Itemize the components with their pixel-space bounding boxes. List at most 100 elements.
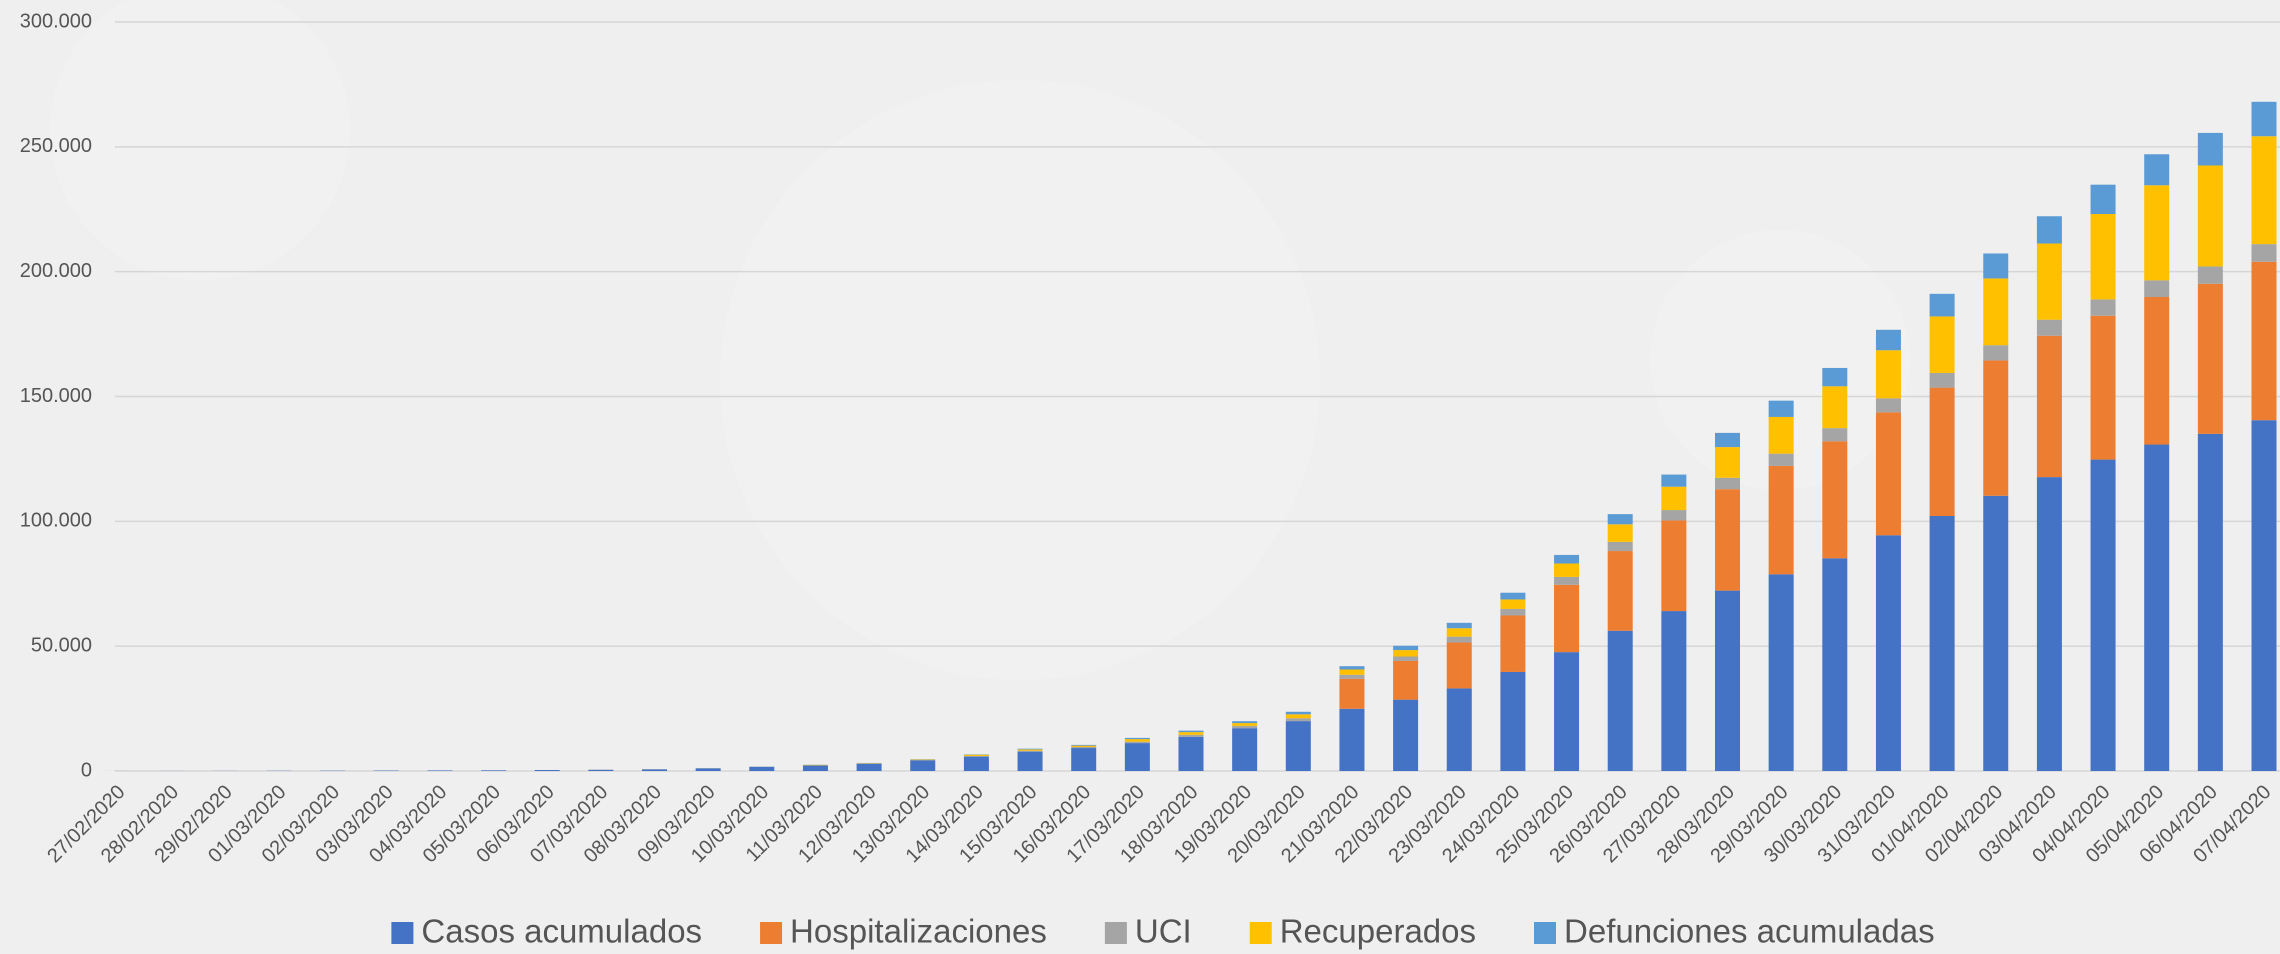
- legend-label: Casos acumulados: [421, 913, 702, 950]
- bar-segment: [2037, 216, 2062, 243]
- bar-segment: [481, 770, 506, 771]
- bar-segment: [1286, 712, 1311, 715]
- bar-segment: [1822, 558, 1847, 771]
- bar-segment: [1661, 487, 1686, 510]
- bar-segment: [1393, 646, 1418, 650]
- bar-segment: [857, 764, 882, 771]
- y-tick-label: 250.000: [20, 135, 92, 157]
- bar-segment: [1447, 643, 1472, 689]
- legend-label: Hospitalizaciones: [790, 913, 1047, 950]
- bar-segment: [2252, 136, 2277, 244]
- bar-segment: [1232, 728, 1257, 771]
- bar-segment: [1232, 723, 1257, 726]
- bar-segment: [1071, 748, 1096, 771]
- y-tick-label: 50.000: [31, 634, 92, 656]
- bar-segment: [1769, 466, 1794, 574]
- bar-segment: [588, 770, 613, 771]
- bar-segment: [2144, 297, 2169, 445]
- legend-swatch: [391, 922, 413, 944]
- bar-segment: [1339, 669, 1364, 674]
- legend-label: Recuperados: [1280, 913, 1476, 950]
- bar-segment: [1715, 489, 1740, 590]
- bar-segment: [1286, 721, 1311, 771]
- bar-segment: [803, 765, 828, 771]
- bar-segment: [749, 767, 774, 771]
- bar-segment: [1930, 388, 1955, 516]
- bar-segment: [1983, 345, 2008, 360]
- bar-segment: [1661, 520, 1686, 611]
- bar-segment: [2252, 262, 2277, 420]
- bar-segment: [427, 770, 452, 771]
- bar-segment: [1876, 350, 1901, 398]
- bar-segment: [2091, 460, 2116, 771]
- bar-segment: [1554, 577, 1579, 585]
- chart: 050.000100.000150.000200.000250.000300.0…: [0, 0, 2280, 954]
- bar-segment: [2252, 420, 2277, 771]
- bar-segment: [1608, 542, 1633, 551]
- bar-segment: [1769, 417, 1794, 454]
- bar-segment: [1339, 709, 1364, 771]
- bar-segment: [1769, 401, 1794, 417]
- bar-segment: [1447, 628, 1472, 636]
- bar-segment: [2144, 280, 2169, 297]
- bar-segment: [1125, 738, 1150, 739]
- y-tick-label: 0: [81, 759, 92, 781]
- bar-segment: [1608, 551, 1633, 631]
- bar-segment: [1500, 593, 1525, 600]
- bar-segment: [1393, 657, 1418, 661]
- legend: Casos acumulados Hospitalizaciones UCI Recu…: [391, 913, 1934, 950]
- bar-segment: [2198, 165, 2223, 266]
- bar-segment: [1393, 661, 1418, 700]
- bar-segment: [2198, 284, 2223, 434]
- bar-segment: [1125, 742, 1150, 743]
- bar-segment: [1608, 514, 1633, 524]
- bar-segment: [2091, 299, 2116, 315]
- bar-segment: [1983, 253, 2008, 278]
- bar-segment: [1769, 454, 1794, 466]
- bar-segment: [2198, 434, 2223, 771]
- bar-segment: [1125, 743, 1150, 771]
- legend-swatch: [1534, 922, 1556, 944]
- bar-segment: [1179, 731, 1204, 732]
- bar-segment: [910, 760, 935, 771]
- bar-segment: [1018, 749, 1043, 750]
- bar-segment: [1822, 441, 1847, 558]
- bar-segment: [1447, 637, 1472, 643]
- bar-segment: [1125, 739, 1150, 742]
- bar-segment: [964, 755, 989, 756]
- bar-segment: [696, 768, 721, 771]
- bar-segment: [1447, 688, 1472, 771]
- bar-segment: [1554, 652, 1579, 771]
- bar-segment: [1930, 373, 1955, 388]
- bar-segment: [2144, 185, 2169, 280]
- bar-segment: [1500, 609, 1525, 616]
- bar-segment: [1876, 398, 1901, 412]
- bar-segment: [1018, 752, 1043, 771]
- bar-segment: [1715, 478, 1740, 489]
- bar-segment: [1179, 732, 1204, 735]
- legend-swatch: [1105, 922, 1127, 944]
- legend-swatch: [760, 922, 782, 944]
- legend-label: UCI: [1135, 913, 1192, 950]
- bar-segment: [2037, 336, 2062, 477]
- y-tick-label: 100.000: [20, 510, 92, 532]
- bar-segment: [1554, 564, 1579, 577]
- bar-segment: [964, 757, 989, 771]
- bar-segment: [964, 756, 989, 757]
- bar-segment: [1983, 360, 2008, 495]
- bar-segment: [1769, 574, 1794, 771]
- legend-swatch: [1250, 922, 1272, 944]
- bar-segment: [1339, 675, 1364, 679]
- y-tick-label: 200.000: [20, 260, 92, 282]
- bar-segment: [1661, 475, 1686, 487]
- bar-segment: [1715, 433, 1740, 447]
- bar-segment: [2037, 320, 2062, 336]
- bar-segment: [1661, 611, 1686, 771]
- bar-segment: [2198, 266, 2223, 283]
- bar-segment: [1339, 679, 1364, 709]
- bar-segment: [1983, 278, 2008, 345]
- bar-segment: [1179, 737, 1204, 771]
- bar-segment: [1930, 316, 1955, 373]
- bar-segment: [1393, 700, 1418, 771]
- bar-segment: [1500, 599, 1525, 608]
